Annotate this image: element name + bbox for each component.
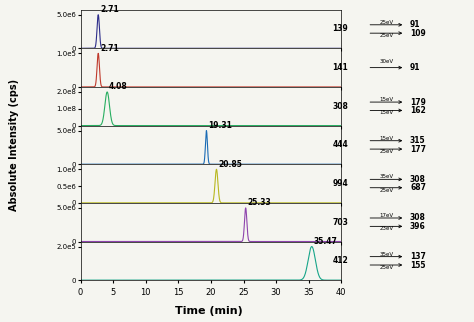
Text: 23eV: 23eV <box>379 226 393 232</box>
Text: 444: 444 <box>333 140 348 149</box>
Text: 25eV: 25eV <box>379 33 393 38</box>
Text: 17eV: 17eV <box>379 213 393 218</box>
Text: 91: 91 <box>410 20 420 29</box>
Text: 155: 155 <box>410 260 426 270</box>
Text: 308: 308 <box>333 102 348 111</box>
Text: 19.31: 19.31 <box>209 121 232 130</box>
Text: 4.08: 4.08 <box>109 82 128 91</box>
Text: 35eV: 35eV <box>379 174 393 179</box>
Text: 177: 177 <box>410 145 426 154</box>
Text: 25eV: 25eV <box>379 20 393 25</box>
Text: 20.85: 20.85 <box>219 160 242 169</box>
Text: 15eV: 15eV <box>379 97 393 102</box>
Text: 994: 994 <box>333 179 348 188</box>
Text: 162: 162 <box>410 106 426 115</box>
Text: 25eV: 25eV <box>379 265 393 270</box>
Text: 25.33: 25.33 <box>247 198 272 207</box>
Text: 687: 687 <box>410 183 426 192</box>
Text: 91: 91 <box>410 63 420 72</box>
Text: 25eV: 25eV <box>379 188 393 193</box>
Text: 35.47: 35.47 <box>314 237 337 246</box>
Text: 308: 308 <box>410 213 426 223</box>
Text: 315: 315 <box>410 136 426 145</box>
Text: 35eV: 35eV <box>379 251 393 257</box>
Text: 15eV: 15eV <box>379 136 393 141</box>
Text: Absolute Intensity (cps): Absolute Intensity (cps) <box>9 79 19 211</box>
Text: 15eV: 15eV <box>379 110 393 116</box>
Text: 412: 412 <box>333 256 348 265</box>
Text: 2.71: 2.71 <box>100 44 119 53</box>
Text: 25eV: 25eV <box>379 149 393 154</box>
Text: 179: 179 <box>410 98 426 107</box>
Text: 137: 137 <box>410 252 426 261</box>
Text: 396: 396 <box>410 222 426 231</box>
Text: 2.71: 2.71 <box>100 5 119 14</box>
Text: 139: 139 <box>333 24 348 33</box>
Text: Time (min): Time (min) <box>175 306 242 316</box>
Text: 141: 141 <box>333 63 348 72</box>
Text: 30eV: 30eV <box>379 59 393 64</box>
Text: 109: 109 <box>410 29 426 38</box>
Text: 703: 703 <box>333 218 348 227</box>
Text: 308: 308 <box>410 175 426 184</box>
